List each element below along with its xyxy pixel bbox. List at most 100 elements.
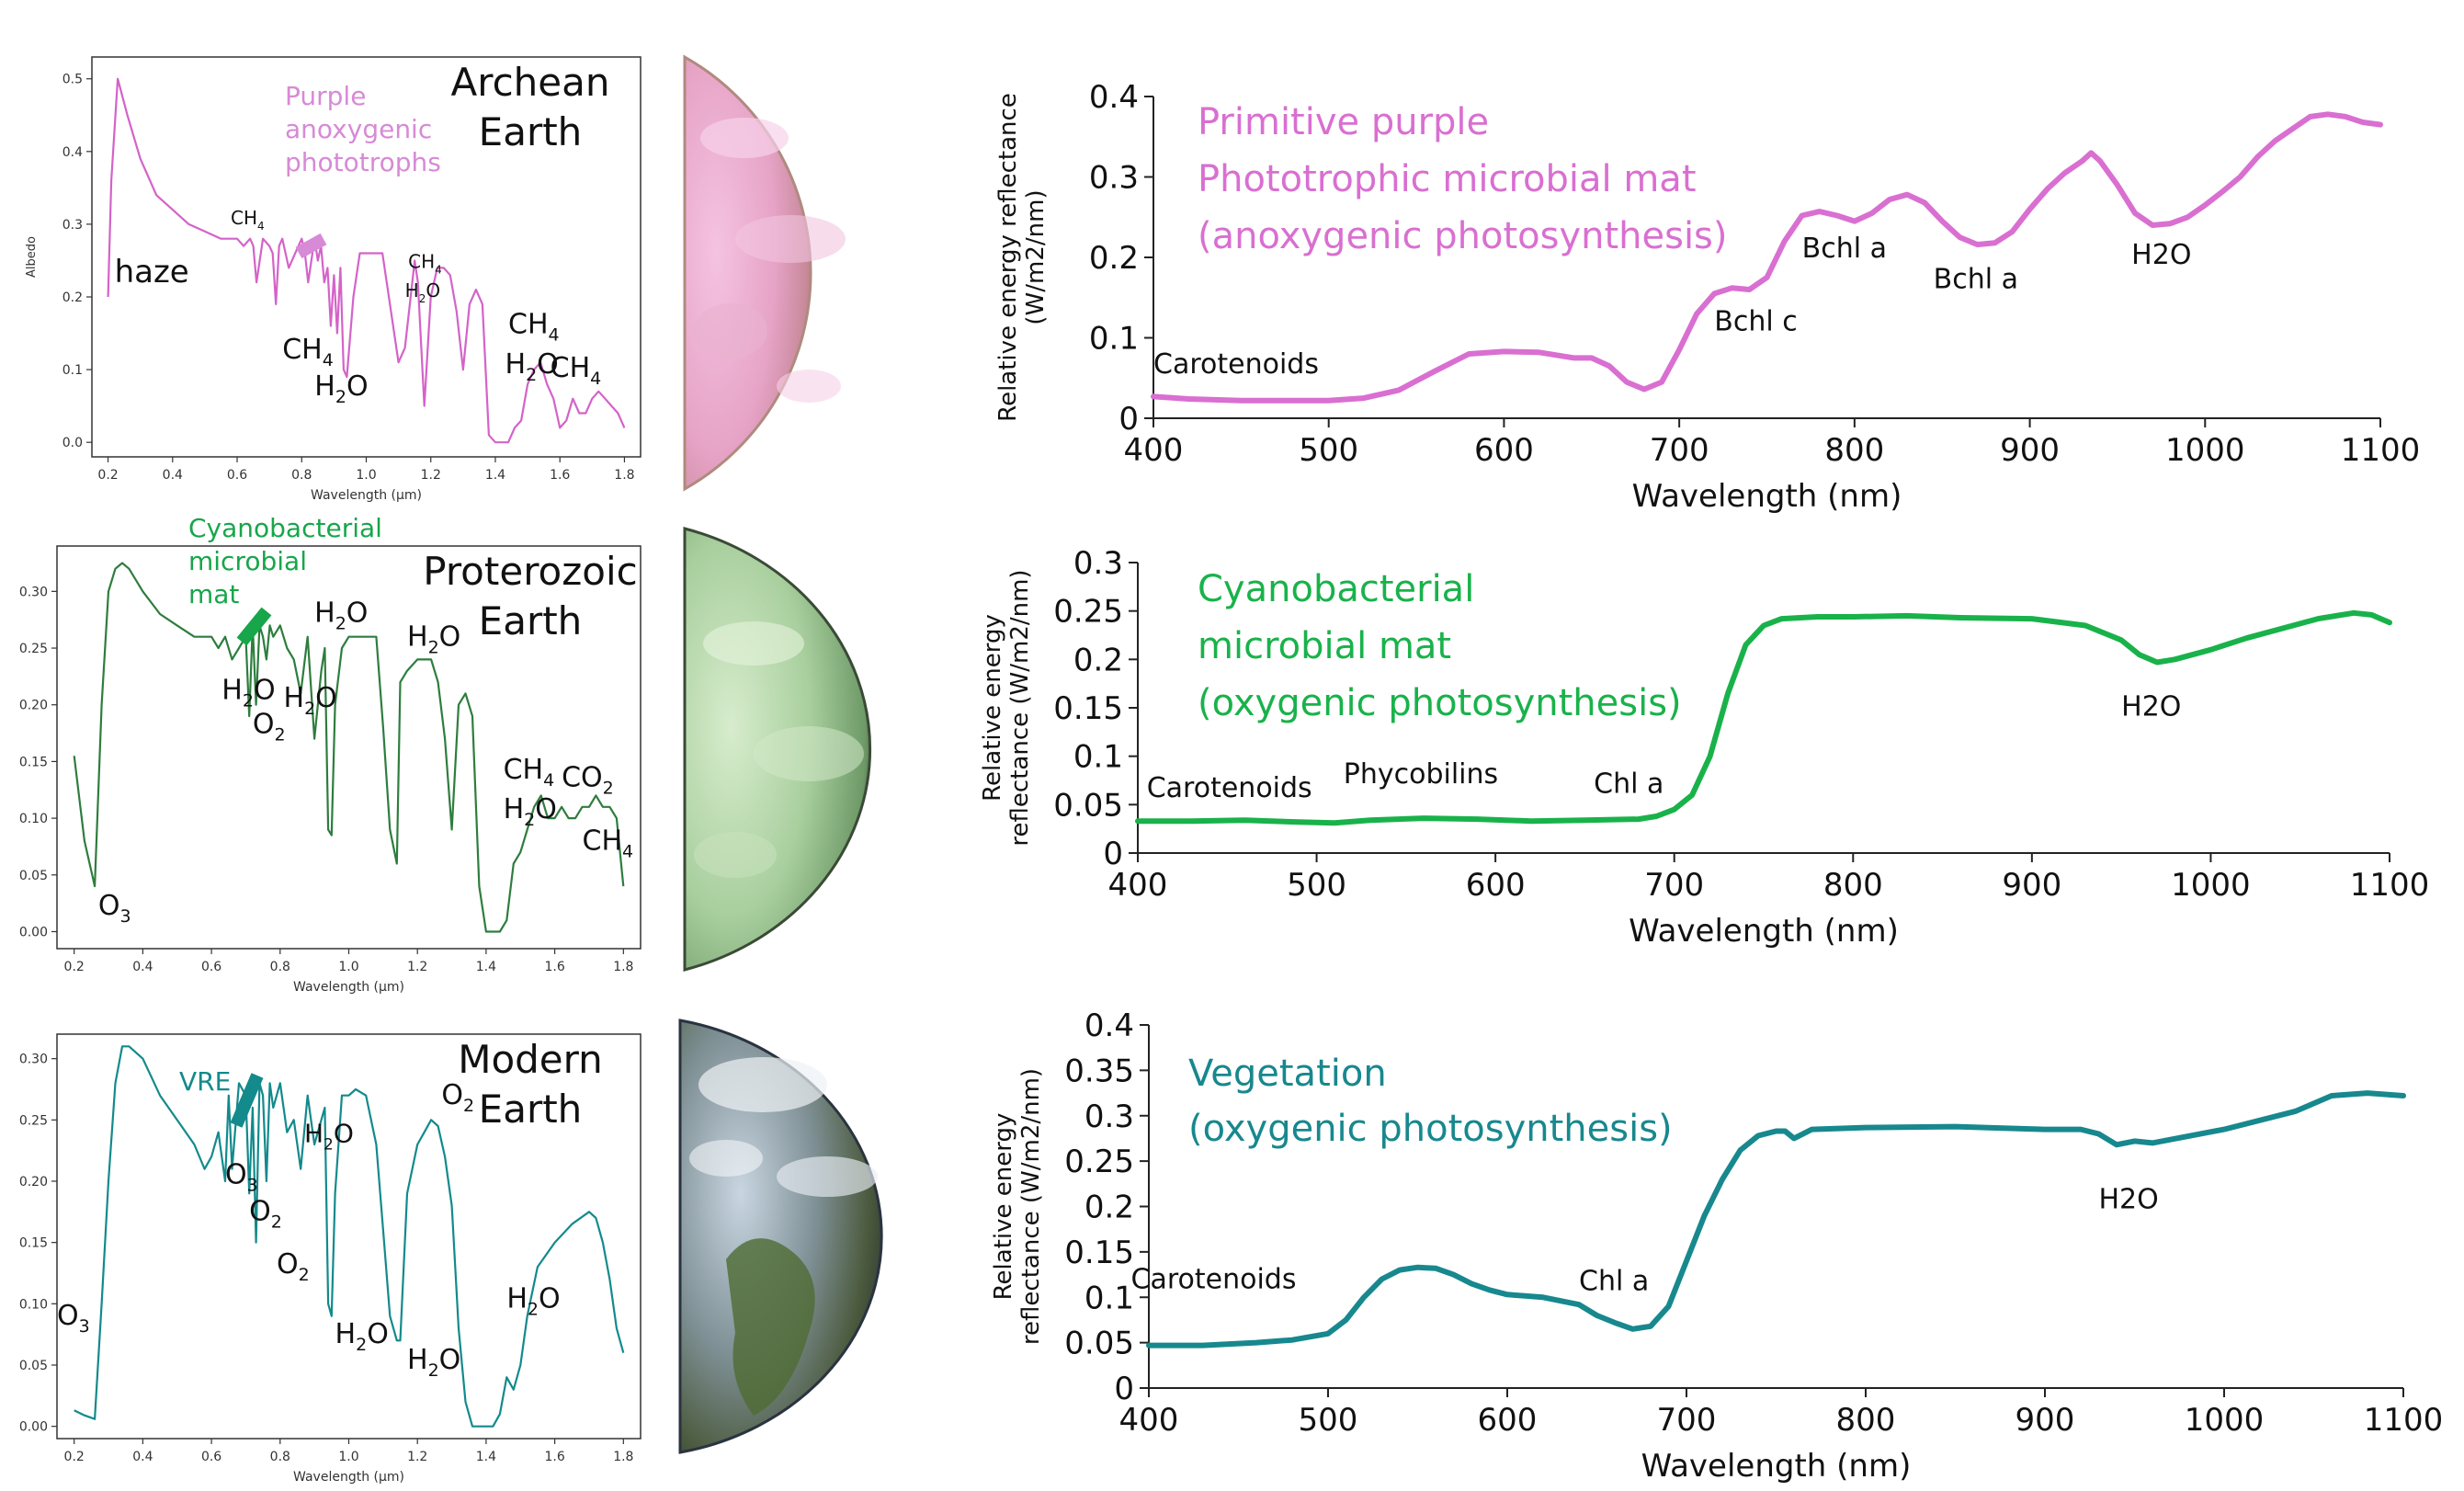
x-tick-label: 900 xyxy=(2015,1402,2075,1439)
modern-spectrum-panel: 0.2 0.4 0.6 0.8 1.0 1.2 1.4 1.6 1.8 0.00 0.05 0.10 0… xyxy=(19,1033,642,1485)
x-tick-label: 0.6 xyxy=(227,468,247,483)
panel-title: Modern xyxy=(458,1037,603,1082)
y-tick-label: 0.3 xyxy=(62,218,83,233)
x-tick-label: 1.0 xyxy=(338,960,358,974)
chart-title: Primitive purple xyxy=(1198,101,1489,143)
x-tick-label: 600 xyxy=(1474,432,1534,469)
bio-marker-bar xyxy=(230,1073,264,1128)
x-tick-label: 1.8 xyxy=(614,468,634,483)
y-tick-label: 0.2 xyxy=(1084,1189,1134,1226)
x-tick-label: 1.6 xyxy=(544,1450,564,1464)
bio-marker-bar xyxy=(295,233,327,259)
bio-label: mat xyxy=(188,579,239,609)
archean-spectrum-panel: 0.2 0.4 0.6 0.8 1.0 1.2 1.4 1.6 1.8 0.0 0.1 0.2 0.3 0… xyxy=(25,56,642,503)
x-tick-label: 1000 xyxy=(2185,1402,2265,1439)
absorption-label: H2O xyxy=(407,621,460,658)
bio-label: VRE xyxy=(179,1066,231,1097)
y-tick-label: 0.35 xyxy=(1064,1053,1134,1089)
absorption-label: O2 xyxy=(441,1079,474,1116)
x-tick-label: 0.2 xyxy=(64,1450,85,1464)
x-tick-label: 1000 xyxy=(2165,432,2245,469)
x-tick-label: 1.0 xyxy=(356,468,376,483)
x-axis-label: Wavelength (μm) xyxy=(293,1470,404,1485)
absorption-label: H2O xyxy=(314,370,368,407)
x-tick-label: 1100 xyxy=(2341,432,2421,469)
x-tick-label: 500 xyxy=(1287,867,1346,904)
y-tick-label: 0.3 xyxy=(1073,545,1123,582)
x-tick-label: 400 xyxy=(1119,1402,1179,1439)
x-tick-label: 1.2 xyxy=(421,468,441,483)
pigment-annotation: H2O xyxy=(2131,239,2191,271)
x-axis-label: Wavelength (μm) xyxy=(311,488,422,503)
y-tick-label: 0.2 xyxy=(1073,642,1123,678)
albedo-spectrum-line xyxy=(74,1045,625,1428)
absorption-label: CH4 xyxy=(504,754,555,791)
x-tick-label: 1.4 xyxy=(476,960,496,974)
cyano-mat-reflectance-chart: 400 500 600 700 800 900 1000 1100 0 0.05 0.1 0.15 0.… xyxy=(979,545,2429,950)
archean-planet-image xyxy=(683,54,846,492)
chart-title: (anoxygenic photosynthesis) xyxy=(1198,215,1728,257)
pigment-annotation: Carotenoids xyxy=(1131,1263,1297,1295)
absorption-label: O3 xyxy=(57,1300,90,1337)
x-tick-label: 800 xyxy=(1823,867,1883,904)
absorption-label: CH4 xyxy=(231,207,265,233)
bio-label: anoxygenic xyxy=(285,114,432,144)
bio-label: Purple xyxy=(285,81,366,111)
absorption-label: H2O xyxy=(284,682,337,719)
pigment-annotation: Chl a xyxy=(1579,1265,1649,1297)
y-axis-label: reflectance (W/m2/nm) xyxy=(1017,1068,1045,1345)
y-tick-label: 0.10 xyxy=(19,1297,48,1312)
x-tick-label: 1.2 xyxy=(407,1450,427,1464)
pigment-annotation: Carotenoids xyxy=(1153,348,1319,381)
y-tick-label: 0 xyxy=(1114,1371,1134,1407)
albedo-spectrum-line xyxy=(107,77,626,444)
y-tick-label: 0.5 xyxy=(62,73,83,87)
absorption-label: H2O xyxy=(407,1344,460,1381)
y-tick-label: 0.00 xyxy=(19,1420,48,1435)
x-tick-label: 900 xyxy=(2002,867,2061,904)
x-tick-label: 500 xyxy=(1299,432,1358,469)
absorption-label: CH4 xyxy=(551,352,602,389)
absorption-label: H2O xyxy=(405,279,440,305)
y-tick-label: 0.2 xyxy=(62,290,83,305)
x-tick-label: 1100 xyxy=(2364,1402,2444,1439)
x-tick-label: 400 xyxy=(1124,432,1184,469)
pigment-annotation: Carotenoids xyxy=(1147,772,1312,804)
y-axis-label: (W/m2/nm) xyxy=(1022,189,1050,324)
y-tick-label: 0.15 xyxy=(19,1236,48,1251)
absorption-label: CH4 xyxy=(408,250,442,276)
y-tick-label: 0.10 xyxy=(19,812,48,826)
pigment-annotation: Bchl a xyxy=(1934,263,2018,295)
pigment-annotation: H2O xyxy=(2121,690,2181,723)
x-tick-label: 1.8 xyxy=(613,960,633,974)
x-tick-label: 700 xyxy=(1657,1402,1717,1439)
x-tick-label: 900 xyxy=(2000,432,2060,469)
y-tick-label: 0.15 xyxy=(19,755,48,769)
x-tick-label: 1100 xyxy=(2350,867,2430,904)
y-tick-label: 0.05 xyxy=(1053,787,1123,824)
y-tick-label: 0.30 xyxy=(19,585,48,599)
x-tick-label: 700 xyxy=(1650,432,1709,469)
chart-title: microbial mat xyxy=(1198,625,1451,667)
panel-title: Earth xyxy=(479,1087,583,1132)
x-tick-label: 0.2 xyxy=(64,960,85,974)
chart-title: Phototrophic microbial mat xyxy=(1198,158,1697,200)
y-tick-label: 0.4 xyxy=(62,145,83,160)
reflectance-line xyxy=(1146,1090,2406,1349)
vegetation-reflectance-chart: 400 500 600 700 800 900 1000 1100 0 0.05 0.1 0.15 0.… xyxy=(990,1007,2443,1485)
y-tick-label: 0 xyxy=(1103,836,1123,872)
x-tick-label: 800 xyxy=(1824,432,1884,469)
absorption-label: H2O xyxy=(335,1318,389,1355)
y-tick-label: 0.3 xyxy=(1089,160,1139,197)
x-tick-label: 1.6 xyxy=(544,960,564,974)
x-tick-label: 0.4 xyxy=(132,960,153,974)
x-tick-label: 0.8 xyxy=(270,1450,290,1464)
panel-title: Earth xyxy=(479,109,583,154)
y-axis-label: Relative energy xyxy=(979,614,1006,802)
y-tick-label: 0.20 xyxy=(19,1175,48,1189)
y-tick-label: 0.1 xyxy=(1073,739,1123,776)
y-tick-label: 0.4 xyxy=(1089,79,1139,116)
x-tick-label: 0.8 xyxy=(291,468,312,483)
panel-title: Archean xyxy=(451,60,610,105)
